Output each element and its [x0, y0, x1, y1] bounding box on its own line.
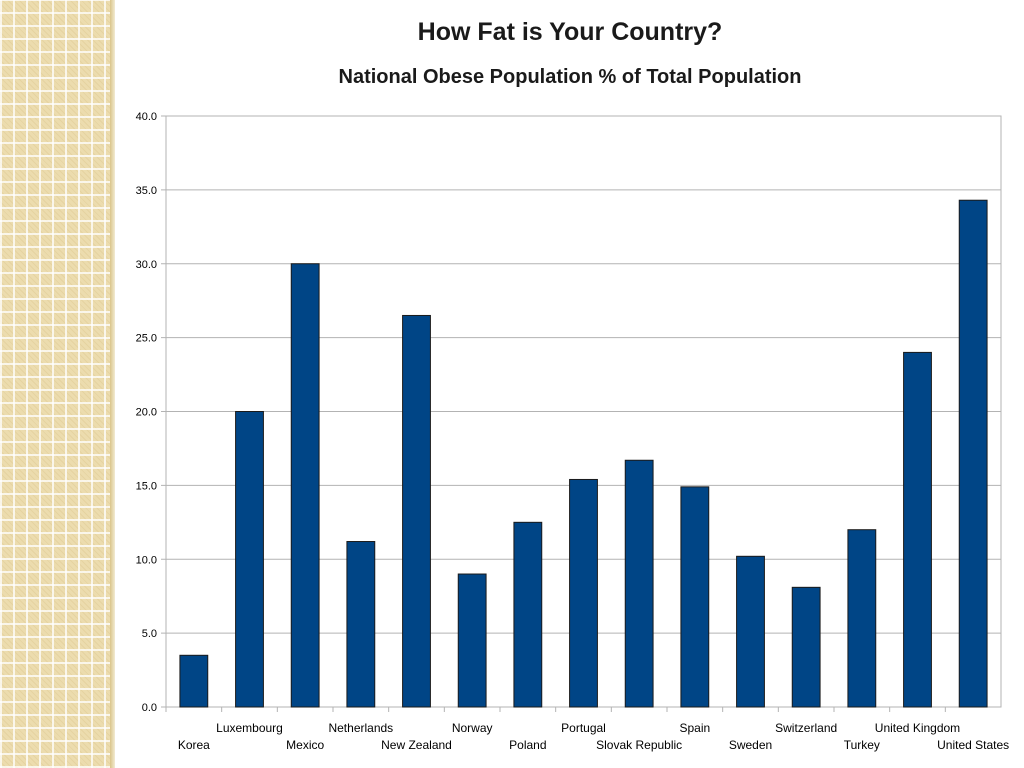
x-tick-label: Mexico	[286, 738, 324, 752]
bar	[736, 555, 765, 708]
y-tick-label: 5.0	[142, 628, 157, 640]
bar	[235, 411, 264, 708]
x-tick-label: Switzerland	[775, 721, 837, 735]
x-tick-label: Portugal	[561, 721, 606, 735]
x-tick-label: Sweden	[729, 738, 772, 752]
bar	[847, 529, 877, 708]
x-tick-label: Turkey	[844, 738, 880, 752]
y-tick-label: 0.0	[142, 702, 157, 714]
bar	[569, 478, 598, 708]
y-tick-label: 30.0	[136, 259, 157, 271]
y-tick-label: 40.0	[136, 111, 157, 123]
bar	[680, 486, 710, 708]
y-tick-label: 20.0	[136, 407, 157, 419]
x-tick-label: Luxembourg	[216, 721, 283, 735]
bar	[346, 541, 376, 708]
side-pattern-edge	[110, 0, 115, 768]
bar	[513, 521, 543, 708]
x-tick-label: Spain	[679, 721, 710, 735]
bar	[624, 459, 654, 708]
x-tick-label: United Kingdom	[875, 721, 960, 735]
y-tick-label: 35.0	[136, 185, 157, 197]
y-tick-label: 10.0	[136, 554, 157, 566]
x-tick-label: Slovak Republic	[596, 738, 682, 752]
bar	[958, 199, 988, 708]
y-tick-label: 25.0	[136, 333, 157, 345]
bar	[179, 654, 209, 708]
bar	[457, 573, 487, 708]
side-pattern-decoration	[0, 0, 113, 768]
bar	[791, 586, 821, 708]
bar	[402, 314, 431, 708]
x-tick-label: Norway	[452, 721, 493, 735]
x-tick-label: United States	[937, 738, 1009, 752]
x-tick-label: Korea	[178, 738, 210, 752]
chart-subtitle: National Obese Population % of Total Pop…	[338, 66, 802, 88]
y-tick-label: 15.0	[136, 480, 157, 492]
x-tick-label: Netherlands	[328, 721, 393, 735]
chart-title: How Fat is Your Country?	[417, 18, 723, 46]
bar	[903, 351, 932, 708]
bar	[290, 263, 320, 708]
x-tick-label: Poland	[509, 738, 546, 752]
x-tick-label: New Zealand	[381, 738, 452, 752]
